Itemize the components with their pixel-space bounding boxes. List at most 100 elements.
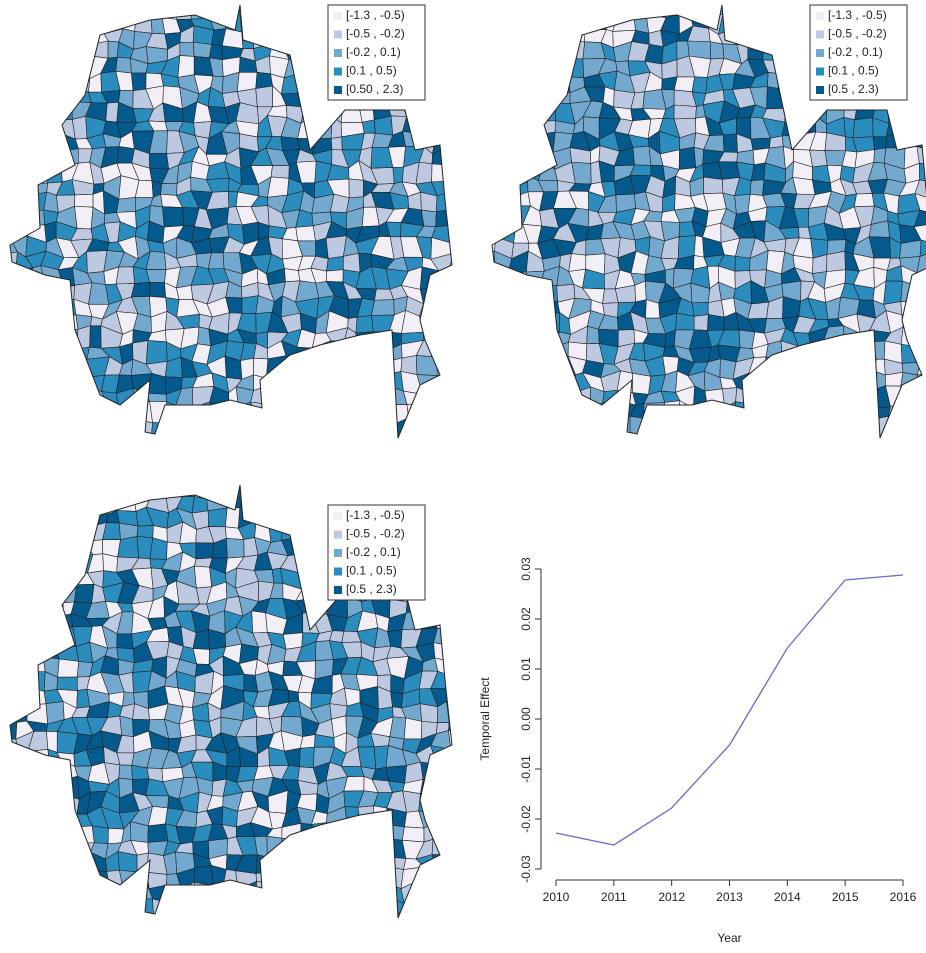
map-region (719, 162, 740, 180)
map-region (434, 536, 453, 558)
map-region (62, 851, 79, 871)
map-region (483, 166, 495, 181)
map-region (356, 882, 376, 904)
map-region (58, 566, 76, 585)
map-region (60, 537, 71, 559)
map-region (422, 897, 438, 916)
map-region (88, 883, 109, 901)
map-region (137, 526, 154, 538)
map-region (86, 929, 103, 945)
map-region (449, 56, 469, 78)
map-region (341, 837, 363, 856)
map-region (133, 0, 151, 18)
map-region (281, 391, 301, 405)
map-region (284, 885, 300, 903)
map-region (838, 431, 858, 451)
legend-swatch (816, 68, 824, 76)
map-region (33, 839, 42, 859)
map-region (314, 374, 334, 394)
map-region (402, 450, 419, 465)
map-region (59, 0, 75, 18)
map-region (180, 417, 196, 440)
map-region (0, 268, 16, 283)
map-region (349, 179, 364, 198)
map-region (523, 401, 542, 423)
map-region (72, 419, 94, 437)
map-region (603, 390, 619, 402)
map-region (26, 402, 46, 422)
legend-swatch (334, 86, 342, 94)
map-region (465, 919, 484, 933)
map-region (296, 72, 316, 94)
map-region (267, 481, 289, 497)
map-region (56, 811, 77, 827)
map-region (266, 374, 289, 394)
map-region (797, 73, 810, 93)
map-region (554, 28, 575, 41)
map-region (538, 375, 562, 393)
map-region (468, 225, 483, 242)
map-region (281, 424, 302, 438)
map-region (778, 372, 796, 393)
map-region (449, 855, 466, 871)
map-region (432, 897, 451, 919)
map-region (913, 314, 926, 331)
map-region (299, 492, 319, 510)
map-region (541, 0, 560, 15)
map-region (2, 221, 12, 244)
map-region (494, 161, 515, 180)
map-region (0, 327, 14, 349)
map-region (679, 0, 692, 14)
map-region (554, 342, 568, 358)
map-region (436, 121, 452, 137)
map-region (11, 296, 33, 318)
map-region (0, 898, 18, 914)
map-region (451, 930, 467, 948)
map-region (387, 857, 406, 870)
map-region (90, 326, 102, 349)
map-region (192, 929, 211, 943)
map-region (26, 345, 49, 363)
map-region (748, 0, 767, 19)
map-region (341, 823, 361, 843)
map-region (901, 327, 918, 347)
map-region (598, 0, 621, 16)
map-region (58, 659, 79, 677)
map-region (493, 123, 516, 132)
map-region (135, 16, 153, 33)
map-region (222, 889, 239, 902)
map-region (916, 76, 926, 93)
map-region (176, 883, 198, 903)
map-region (271, 165, 289, 178)
map-region (313, 359, 334, 375)
map-region (109, 887, 123, 902)
map-region (13, 600, 31, 617)
map-region (31, 148, 46, 168)
map-region (461, 152, 478, 170)
map-region (498, 371, 513, 390)
map-region (15, 509, 30, 525)
map-region (0, 912, 18, 927)
map-region (358, 747, 376, 769)
map-region (14, 914, 30, 927)
map-region (298, 554, 314, 573)
map-region (253, 0, 272, 14)
map-region (568, 0, 591, 16)
map-region (513, 123, 531, 136)
map-region (554, 447, 574, 466)
map-region (332, 358, 344, 375)
map-region (484, 221, 497, 237)
map-region (617, 0, 633, 16)
map-region (237, 420, 260, 439)
map-region (256, 86, 273, 107)
map-region (432, 793, 454, 815)
map-region (134, 899, 154, 918)
map-region (117, 634, 133, 649)
map-region (449, 524, 465, 544)
map-region (447, 420, 469, 437)
map-region (559, 375, 576, 394)
map-region (465, 510, 481, 526)
map-region (328, 484, 348, 498)
map-region (41, 882, 62, 899)
map-region (312, 437, 334, 452)
